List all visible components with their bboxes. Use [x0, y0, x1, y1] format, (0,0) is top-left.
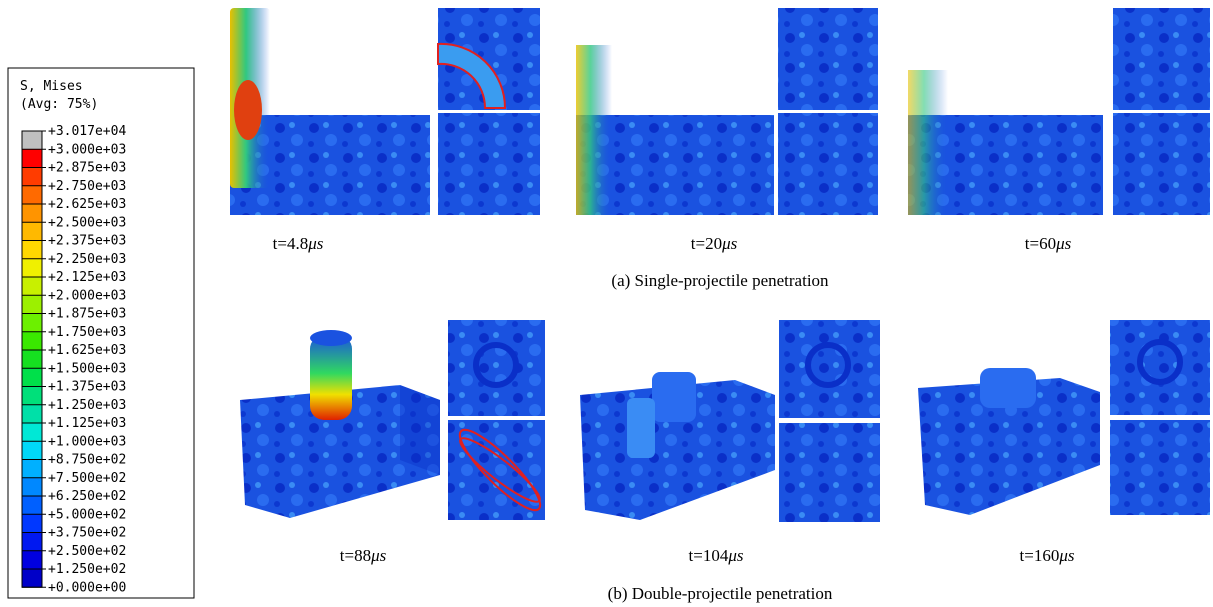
time-label: t=104μs — [689, 546, 744, 565]
unit: μs — [1055, 234, 1072, 253]
color-segment — [22, 350, 42, 368]
time: t=104 — [689, 546, 729, 565]
legend-label: +3.000e+03 — [48, 142, 126, 157]
unit: μs — [1058, 546, 1075, 565]
legend-label: +2.125e+03 — [48, 270, 126, 285]
projectile — [576, 45, 612, 215]
unit: μs — [307, 234, 324, 253]
color-segment — [22, 551, 42, 569]
legend-label: +1.875e+03 — [48, 307, 126, 322]
time: t=20 — [691, 234, 722, 253]
color-segment — [22, 222, 42, 240]
color-segment — [22, 478, 42, 496]
legend-label: +2.500e+03 — [48, 215, 126, 230]
inset — [779, 320, 880, 418]
projectile — [310, 335, 352, 420]
legend-label: +5.000e+02 — [48, 507, 126, 522]
color-segment — [22, 423, 42, 441]
time-label: t=60μs — [1025, 234, 1072, 253]
legend-label: +2.500e+02 — [48, 544, 126, 559]
color-segment — [22, 241, 42, 259]
color-segment — [22, 533, 42, 551]
legend-label: +2.375e+03 — [48, 234, 126, 249]
inset — [448, 320, 545, 416]
inset — [1113, 8, 1210, 110]
time: t=88 — [340, 546, 371, 565]
projectile — [980, 368, 1036, 408]
legend-label: +6.250e+02 — [48, 489, 126, 504]
unit: μs — [370, 546, 387, 565]
legend-label: +1.125e+03 — [48, 416, 126, 431]
inset — [1110, 320, 1210, 415]
legend-label: +7.500e+02 — [48, 471, 126, 486]
legend-subtitle: (Avg: 75%) — [20, 97, 98, 112]
figure: S, Mises (Avg: 75%) +3.017e+04 +3.000e+03… — [0, 0, 1213, 607]
projectile — [908, 70, 948, 215]
legend-label: +1.625e+03 — [48, 343, 126, 358]
color-segment — [22, 168, 42, 186]
color-segment — [22, 496, 42, 514]
legend-label: +0.000e+00 — [48, 580, 126, 595]
legend-label: +1.000e+03 — [48, 434, 126, 449]
color-segment — [22, 514, 42, 532]
page: { "legend": { "title": "S, Mises", "subt… — [0, 0, 1213, 607]
legend-label: +1.250e+02 — [48, 562, 126, 577]
color-segment — [22, 259, 42, 277]
inset — [778, 8, 878, 110]
inset — [438, 113, 540, 215]
row-a-images — [230, 8, 1210, 215]
color-segment — [22, 131, 42, 149]
color-segment — [22, 295, 42, 313]
time-label: t=88μs — [340, 546, 387, 565]
inset — [779, 423, 880, 522]
inset — [1110, 420, 1210, 515]
color-segment — [22, 368, 42, 386]
legend-label: +1.250e+03 — [48, 398, 126, 413]
color-segment — [22, 441, 42, 459]
color-segment — [22, 186, 42, 204]
block-side — [400, 385, 440, 475]
inset — [1113, 113, 1210, 215]
inset — [448, 420, 545, 520]
color-segment — [22, 149, 42, 167]
time-label: t=20μs — [691, 234, 738, 253]
legend-label: +2.625e+03 — [48, 197, 126, 212]
color-segment — [22, 460, 42, 478]
legend-label: +2.000e+03 — [48, 288, 126, 303]
legend-label: +1.500e+03 — [48, 361, 126, 376]
legend-label: +2.875e+03 — [48, 161, 126, 176]
projectile — [652, 372, 696, 422]
projectile — [627, 398, 655, 458]
projectile-top — [310, 330, 352, 346]
legend-label: +2.750e+03 — [48, 179, 126, 194]
caption: (b) Double-projectile penetration — [608, 584, 833, 603]
color-segment — [22, 314, 42, 332]
color-segment — [22, 569, 42, 587]
color-segment — [22, 204, 42, 222]
legend-label: +3.017e+04 — [48, 124, 126, 139]
unit: μs — [727, 546, 744, 565]
row-b-images — [240, 320, 1210, 522]
stress-zone — [234, 80, 262, 140]
inset — [778, 113, 878, 215]
legend: S, Mises (Avg: 75%) +3.017e+04 +3.000e+03… — [8, 68, 194, 598]
unit: μs — [721, 234, 738, 253]
time: t=4.8 — [273, 234, 309, 253]
legend-title: S, Mises — [20, 79, 83, 94]
color-segment — [22, 405, 42, 423]
legend-label: +8.750e+02 — [48, 453, 126, 468]
time: t=60 — [1025, 234, 1056, 253]
legend-label: +2.250e+03 — [48, 252, 126, 267]
color-segment — [22, 387, 42, 405]
caption: (a) Single-projectile penetration — [611, 271, 829, 290]
legend-label: +1.750e+03 — [48, 325, 126, 340]
time: t=160 — [1020, 546, 1060, 565]
time-label: t=160μs — [1020, 546, 1075, 565]
legend-label: +3.750e+02 — [48, 526, 126, 541]
legend-label: +1.375e+03 — [48, 380, 126, 395]
color-segment — [22, 277, 42, 295]
time-label: t=4.8μs — [273, 234, 324, 253]
color-segment — [22, 332, 42, 350]
